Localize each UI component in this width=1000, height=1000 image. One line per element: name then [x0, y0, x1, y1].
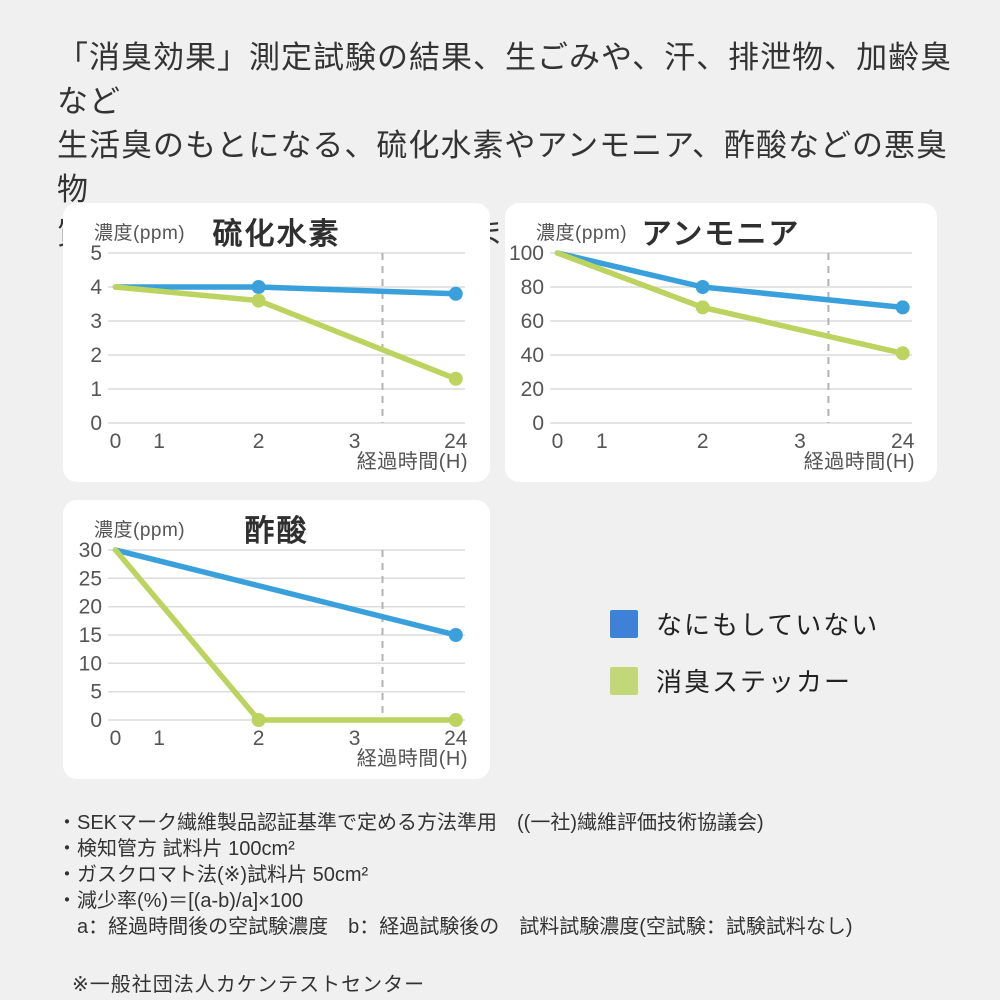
svg-text:2: 2: [253, 727, 265, 750]
svg-text:4: 4: [90, 276, 102, 299]
legend-swatch-untreated: [610, 609, 638, 638]
svg-text:5: 5: [90, 681, 102, 704]
svg-text:20: 20: [521, 378, 544, 401]
footnote-line: ・検知管方 試料片 100cm²: [57, 838, 295, 860]
svg-text:30: 30: [79, 539, 102, 562]
legend-swatch-sticker: [610, 666, 638, 695]
chart-title: 硫化水素: [212, 218, 341, 251]
footnote-line: ・減少率(%)＝[(a-b)/a]×100: [57, 890, 304, 912]
svg-text:経過時間(H): 経過時間(H): [804, 450, 915, 473]
svg-text:経過時間(H): 経過時間(H): [357, 747, 468, 770]
svg-text:5: 5: [90, 242, 102, 265]
svg-text:80: 80: [521, 276, 544, 299]
svg-text:1: 1: [90, 378, 102, 401]
footnote-line: a：経過時間後の空試験濃度 b：経過試験後の 試料試験濃度(空試験：試験試料なし…: [57, 916, 853, 938]
svg-text:0: 0: [90, 709, 102, 732]
svg-text:2: 2: [90, 344, 102, 367]
svg-text:3: 3: [794, 430, 806, 453]
svg-text:24: 24: [891, 430, 915, 453]
svg-text:24: 24: [444, 727, 468, 750]
svg-text:2: 2: [697, 430, 709, 453]
chart-card-ammonia: 濃度(ppm) アンモニア 100 80 60 40 20 0 0 1 2 3 24 経過時間(H): [505, 203, 937, 482]
svg-text:60: 60: [521, 310, 544, 333]
svg-text:3: 3: [349, 430, 361, 453]
header-line-1: 「消臭効果」測定試験の結果、生ごみや、汗、排泄物、加齢臭など: [57, 40, 953, 119]
legend: なにもしていない 消臭ステッカー: [610, 605, 879, 699]
chart-card-acetic-acid: 濃度(ppm) 酢酸 30 25 20 15 10 5 0 0 1 2 3 24 経過時間(H): [63, 500, 490, 779]
y-axis-unit-label: 濃度(ppm): [94, 223, 186, 244]
svg-text:25: 25: [79, 567, 102, 590]
footnote-line: ・ガスクロマト法(※)試料片 50cm²: [57, 864, 369, 886]
header-line-2: 生活臭のもとになる、硫化水素やアンモニア、酢酸などの悪臭物: [57, 128, 949, 207]
footnotes: ・SEKマーク繊維製品認証基準で定める方法準用 ((一社)繊維評価技術協議会) …: [57, 810, 853, 940]
svg-text:1: 1: [153, 727, 165, 750]
chart-title: 酢酸: [244, 515, 309, 548]
svg-text:20: 20: [79, 596, 102, 619]
svg-text:0: 0: [532, 412, 544, 435]
chart-card-hydrogen-sulfide: 濃度(ppm) 硫化水素 5 4 3 2 1 0 0 1 2 3 24 経過時間(H): [63, 203, 490, 482]
y-axis-unit-label: 濃度(ppm): [536, 223, 628, 244]
svg-text:10: 10: [79, 652, 102, 675]
legend-item-untreated: なにもしていない: [610, 605, 879, 642]
legend-label-sticker: 消臭ステッカー: [656, 667, 853, 697]
svg-text:2: 2: [253, 430, 265, 453]
svg-text:3: 3: [90, 310, 102, 333]
footnote-line: ・SEKマーク繊維製品認証基準で定める方法準用 ((一社)繊維評価技術協議会): [57, 812, 764, 834]
svg-text:100: 100: [509, 242, 544, 265]
legend-label-untreated: なにもしていない: [656, 610, 880, 640]
chart-title: アンモニア: [641, 218, 801, 251]
y-axis-unit-label: 濃度(ppm): [94, 520, 186, 541]
svg-text:0: 0: [90, 412, 102, 435]
svg-text:1: 1: [596, 430, 608, 453]
svg-text:3: 3: [349, 727, 361, 750]
svg-text:40: 40: [521, 344, 544, 367]
svg-text:1: 1: [153, 430, 165, 453]
svg-text:24: 24: [444, 430, 468, 453]
svg-text:0: 0: [110, 727, 122, 750]
svg-text:15: 15: [79, 624, 102, 647]
svg-text:0: 0: [110, 430, 122, 453]
test-center-note: ※一般社団法人カケンテストセンター: [72, 974, 426, 996]
svg-text:0: 0: [552, 430, 564, 453]
legend-item-sticker: 消臭ステッカー: [610, 662, 879, 699]
svg-text:経過時間(H): 経過時間(H): [357, 450, 468, 473]
